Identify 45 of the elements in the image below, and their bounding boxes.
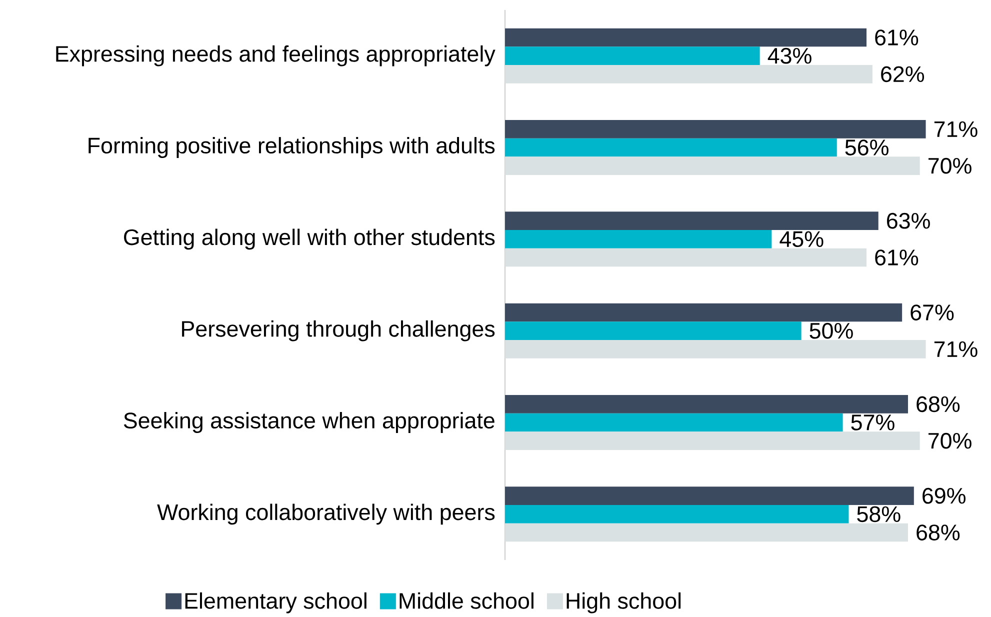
- bar: [505, 413, 843, 432]
- data-label: 61%: [875, 250, 918, 266]
- legend-label: Elementary school: [185, 592, 366, 614]
- y-tick-label: Forming positive relationships with adults: [88, 137, 495, 158]
- bar: [505, 303, 902, 322]
- data-label: 56%: [845, 140, 888, 156]
- bar: [505, 138, 837, 157]
- data-label: 67%: [910, 304, 954, 320]
- data-label: 62%: [881, 66, 924, 82]
- legend-label: High school: [566, 592, 681, 614]
- data-label: 69%: [922, 488, 966, 504]
- bar: [505, 46, 760, 66]
- data-label: 71%: [934, 341, 978, 358]
- y-tick-label: Working collaboratively with peers: [157, 504, 495, 525]
- data-label: 58%: [857, 506, 900, 522]
- data-label: 68%: [916, 524, 960, 540]
- bar: [505, 523, 908, 542]
- bar: [505, 28, 867, 47]
- data-label: 70%: [928, 432, 972, 449]
- data-label: 71%: [934, 121, 978, 138]
- bar: [505, 120, 926, 138]
- y-tick-label: Seeking assistance when appropriate: [124, 412, 494, 433]
- bar: [505, 212, 878, 230]
- data-label: 63%: [887, 212, 930, 229]
- data-label: 70%: [928, 158, 972, 174]
- y-tick-label: Getting along well with other students: [124, 228, 495, 250]
- data-label: 57%: [851, 414, 894, 430]
- bar: [505, 65, 872, 84]
- bar: [505, 505, 849, 524]
- data-label: 68%: [916, 396, 960, 412]
- bar: [505, 322, 802, 340]
- bar: [505, 395, 908, 414]
- data-label: 45%: [780, 231, 824, 248]
- y-tick-label: Persevering through challenges: [182, 320, 495, 342]
- bar: [505, 230, 772, 248]
- bar: [505, 486, 914, 506]
- data-label: 43%: [768, 48, 812, 64]
- bar: [505, 248, 867, 267]
- data-label: 61%: [875, 30, 918, 46]
- data-label: 50%: [810, 322, 853, 339]
- bar: [505, 156, 920, 176]
- y-tick-label: Expressing needs and feelings appropriately: [56, 45, 496, 66]
- legend-label: Middle school: [400, 592, 534, 609]
- bar: [505, 432, 920, 450]
- bar: [505, 340, 926, 358]
